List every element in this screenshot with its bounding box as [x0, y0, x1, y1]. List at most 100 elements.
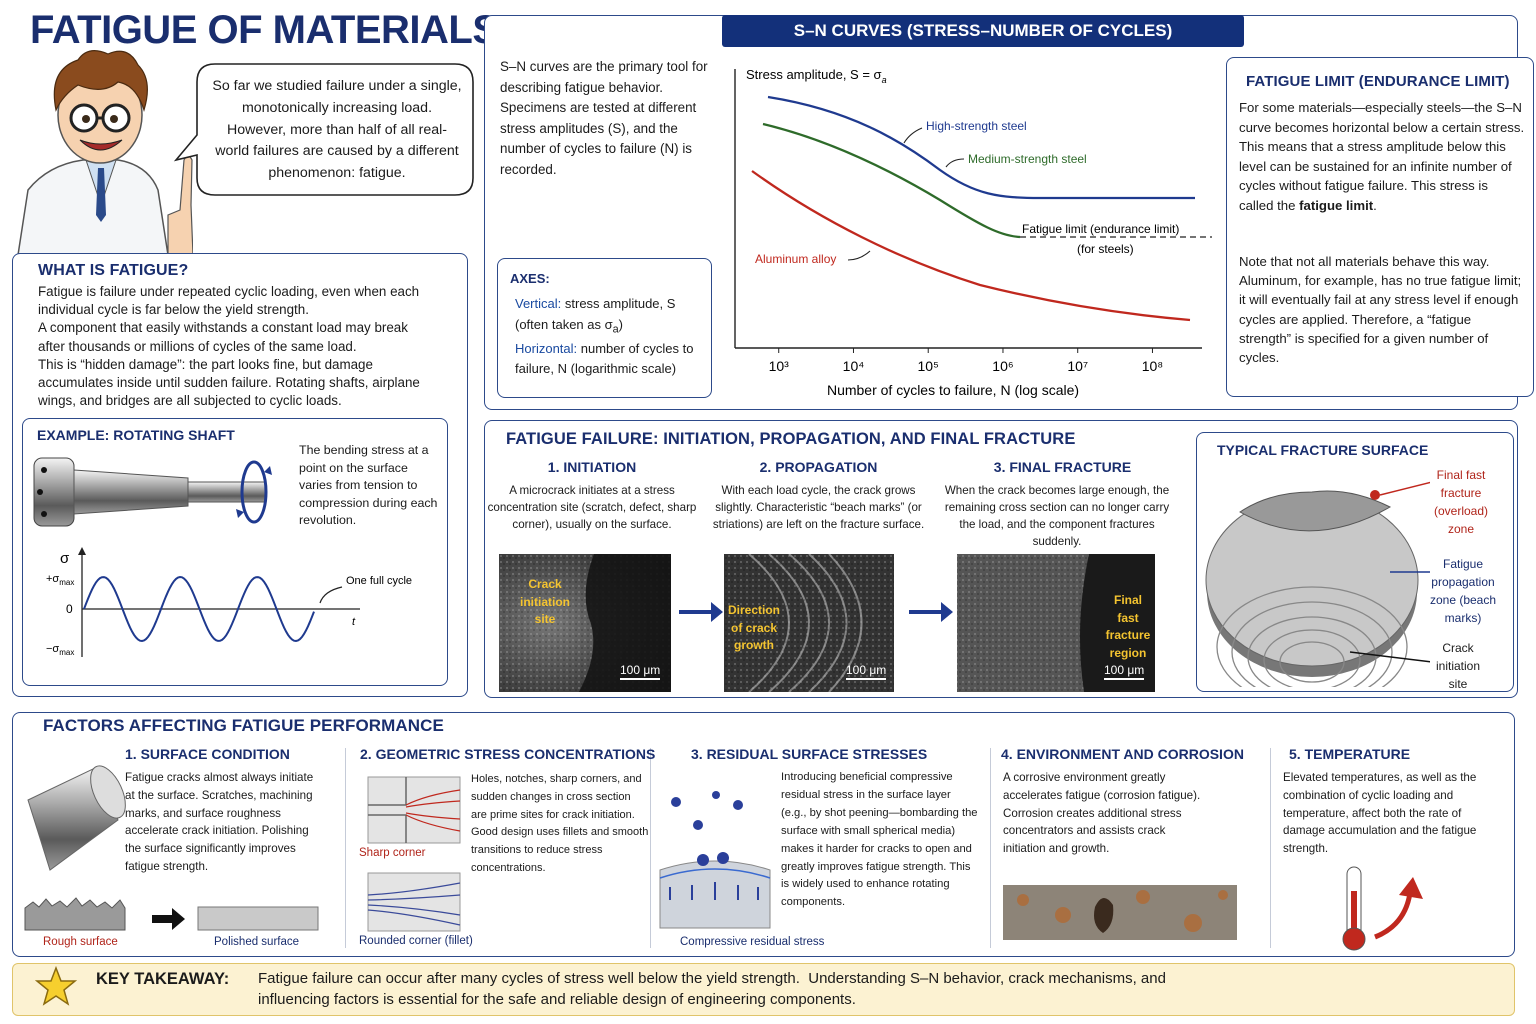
subscript: max [59, 578, 74, 587]
subscript: a [882, 75, 887, 85]
x-tick-label: 10⁷ [1067, 358, 1088, 374]
fracture-label: Final fast fracture (overload) zone [1433, 468, 1489, 536]
shaft-illustration [33, 457, 272, 527]
example-text: The bending stress at a point on the sur… [299, 443, 438, 528]
section-heading: WHAT IS FATIGUE? [38, 262, 189, 279]
caption: Sharp corner [359, 847, 426, 859]
caption: Rough surface [43, 936, 118, 948]
sn-curve [762, 122, 1021, 239]
pointer [319, 586, 343, 604]
pointer [945, 158, 965, 168]
fracture-surface-image [1205, 481, 1430, 687]
axes-vertical: Vertical: stress amplitude, S (often tak… [515, 294, 705, 340]
graphic [712, 791, 720, 799]
stage-text: When the crack becomes large enough, the… [944, 484, 1170, 548]
scale-bar: 100 μm [1104, 663, 1145, 680]
fracture-heading: TYPICAL FRACTURE SURFACE [1217, 442, 1429, 458]
x-axis-label: Number of cycles to failure, N (log scal… [827, 382, 1079, 398]
graphic [693, 820, 703, 830]
stage-title: 1. INITIATION [547, 459, 637, 475]
text: number of cycles to failure, N (logarith… [515, 341, 694, 376]
example-panel [22, 418, 448, 686]
factor-text: Fatigue cracks almost always initiate at… [125, 771, 314, 873]
takeaway-box [12, 963, 1515, 1016]
graphic [405, 789, 461, 832]
stage-text: With each load cycle, the crack grows sl… [712, 484, 925, 531]
image-label: Crack initiation site [520, 577, 570, 626]
image-label: Direction of crack growth [727, 603, 780, 652]
factors-heading: FACTORS AFFECTING FATIGUE PERFORMANCE [43, 716, 444, 735]
graphic [1218, 890, 1228, 900]
graphic [1080, 554, 1155, 692]
curve-label: Aluminum alloy [755, 252, 836, 266]
graphic [41, 467, 47, 473]
graphic [90, 765, 126, 819]
annotation: Fatigue limit (endurance limit) [1022, 222, 1179, 236]
graphic [53, 50, 148, 113]
graphic [579, 554, 671, 692]
axis-label: −σmax [46, 643, 74, 657]
x-tick-label: 10⁸ [1142, 358, 1164, 374]
x-tick-label: 10⁶ [992, 358, 1013, 374]
graphic [367, 882, 461, 926]
temperature-illustration [1342, 866, 1423, 951]
axis-label: 0 [66, 602, 73, 616]
graphic [1263, 629, 1361, 687]
graphic [197, 906, 319, 931]
graphic [152, 908, 185, 930]
curve-label: High-strength steel [926, 119, 1027, 133]
graphic [367, 904, 461, 916]
factor-text: Holes, notches, sharp corners, and sudde… [471, 773, 649, 874]
graphic [1399, 877, 1423, 899]
graphic [1239, 490, 1392, 532]
graphic [717, 852, 729, 864]
graphic [187, 481, 267, 503]
character-illustration [17, 50, 193, 255]
takeaway-label: KEY TAKEAWAY: [96, 970, 230, 988]
graphic [1231, 601, 1393, 687]
graphic [236, 466, 272, 518]
corrosion-illustration [1003, 885, 1237, 940]
speech-bubble [173, 63, 474, 196]
axis-label: σ [60, 550, 70, 567]
graphic [24, 897, 126, 931]
graphic [37, 489, 43, 495]
graphic [367, 882, 461, 896]
x-tick-label: 10⁴ [843, 358, 865, 374]
graphic [35, 966, 77, 1006]
symbol: +σ [46, 573, 59, 585]
image-label: Final fast fracture region [1105, 593, 1151, 660]
axes-heading: AXES: [510, 271, 550, 286]
graphic [671, 797, 681, 807]
paragraph: A component that easily withstands a con… [38, 320, 408, 354]
endurance-p1: For some materials—especially steels—the… [1239, 98, 1525, 215]
graphic: Fatigue is failure under repeated cyclic… [38, 283, 433, 410]
pointer [847, 250, 871, 261]
graphic [1094, 897, 1114, 933]
pointer [903, 127, 923, 144]
graphic [1351, 891, 1357, 937]
graphic [1279, 641, 1345, 683]
symbol: −σ [46, 643, 59, 655]
graphic [1342, 927, 1366, 951]
divider [345, 748, 346, 948]
stress-concentration-illustration [367, 776, 461, 932]
fracture-label: Crack initiation site [1435, 641, 1481, 691]
graphic [41, 511, 47, 517]
graphic [110, 115, 118, 123]
graphic [733, 800, 743, 810]
endurance-box [1226, 57, 1534, 397]
factor-title: 2. GEOMETRIC STRESS CONCENTRATIONS [360, 746, 656, 762]
page-title: FATIGUE OF MATERIALS [30, 8, 499, 52]
graphic [1136, 890, 1150, 904]
text: ) [618, 316, 624, 332]
surface-illustration [24, 765, 319, 931]
graphic [82, 115, 90, 123]
divider [1270, 748, 1271, 948]
caption: Compressive residual stress [680, 936, 825, 948]
subscript: max [59, 648, 74, 657]
graphic [173, 63, 474, 196]
failure-heading: FATIGUE FAILURE: INITIATION, PROPAGATION… [506, 430, 1076, 448]
graphic [1003, 885, 1237, 940]
